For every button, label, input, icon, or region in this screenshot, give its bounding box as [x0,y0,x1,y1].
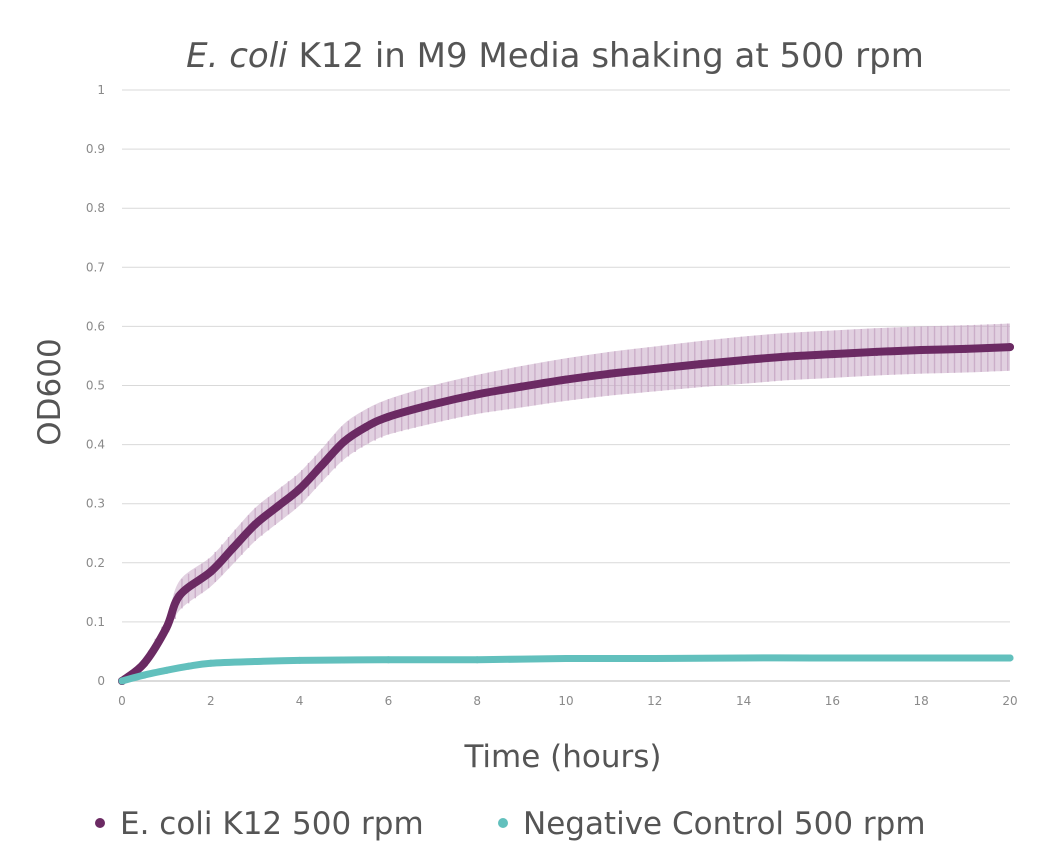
x-tick-label: 18 [914,694,929,708]
data-point-ecoli [695,360,704,369]
x-tick-label: 6 [385,694,393,708]
data-point-ecoli [739,356,748,365]
data-point-ecoli [428,400,437,409]
y-axis-ticks: 0 0.1 0.2 0.3 0.4 0.5 0.6 0.7 0.8 0.9 1 [86,83,105,688]
data-point-negative-control [118,677,126,685]
data-point-ecoli [317,461,326,470]
y-tick-label: 1 [97,83,105,97]
x-tick-label: 16 [825,694,840,708]
y-tick-label: 0.9 [86,142,105,156]
legend-label-negative-control: Negative Control 500 rpm [523,806,926,842]
data-point-ecoli [473,390,482,399]
y-tick-label: 0.7 [86,260,105,274]
data-point-ecoli [517,382,526,391]
data-point-ecoli [961,344,970,353]
x-tick-label: 2 [207,694,215,708]
y-tick-label: 0.1 [86,615,105,629]
x-tick-label: 4 [296,694,304,708]
data-point-negative-control [651,655,659,663]
data-point-negative-control [740,654,748,662]
legend-marker-ecoli [95,818,105,828]
legend: E. coli K12 500 rpm Negative Control 500… [95,806,926,842]
y-tick-label: 0.6 [86,319,105,333]
x-tick-label: 8 [473,694,481,708]
data-point-ecoli [1006,343,1014,352]
chart-title: E. coli K12 in M9 Media shaking at 500 r… [186,36,924,76]
y-tick-label: 0.5 [86,379,105,393]
y-axis-title: OD600 [32,338,68,445]
data-point-ecoli [340,437,348,446]
data-point-ecoli [917,346,926,355]
series-layer [118,343,1014,685]
data-point-negative-control [562,655,570,663]
data-point-ecoli [828,350,837,359]
data-point-ecoli [175,591,184,600]
y-tick-label: 0.2 [86,556,105,570]
y-tick-label: 0.3 [86,497,105,511]
data-point-ecoli [384,412,393,421]
x-tick-label: 14 [736,694,751,708]
data-point-negative-control [384,656,392,664]
data-point-ecoli [606,369,615,378]
data-point-ecoli [650,364,659,373]
series-line-negative-control [118,654,1014,685]
chart-title-rest: K12 in M9 Media shaking at 500 rpm [288,36,924,76]
legend-marker-negative-control [498,818,508,828]
data-point-negative-control [473,656,481,664]
data-point-negative-control [296,656,304,664]
data-point-negative-control [251,657,259,665]
legend-label-ecoli: E. coli K12 500 rpm [120,806,424,842]
data-point-negative-control [917,654,925,662]
chart-title-italic: E. coli [186,36,288,76]
data-point-ecoli [872,347,881,356]
data-point-ecoli [229,544,237,553]
data-point-negative-control [162,666,170,674]
x-tick-label: 10 [558,694,573,708]
data-point-negative-control [140,671,148,679]
x-tick-label: 20 [1002,694,1017,708]
data-point-ecoli [273,502,282,511]
data-point-ecoli [562,375,570,384]
x-tick-label: 12 [647,694,662,708]
data-point-ecoli [162,623,171,632]
y-tick-label: 0 [97,674,105,688]
x-axis-title: Time (hours) [463,739,661,775]
data-point-ecoli [251,520,260,529]
x-axis-ticks: 0 2 4 6 8 10 12 14 16 18 20 [118,694,1017,708]
x-tick-label: 0 [118,694,126,708]
y-tick-label: 0.4 [86,438,105,452]
data-point-negative-control [1006,654,1014,662]
data-point-ecoli [295,484,304,493]
data-point-negative-control [207,659,215,667]
data-point-negative-control [828,654,836,662]
data-point-ecoli [206,567,215,576]
data-point-ecoli [140,659,149,668]
data-point-negative-control [185,662,193,670]
data-point-ecoli [784,352,792,361]
data-point-ecoli [362,422,371,431]
y-tick-label: 0.8 [86,201,105,215]
